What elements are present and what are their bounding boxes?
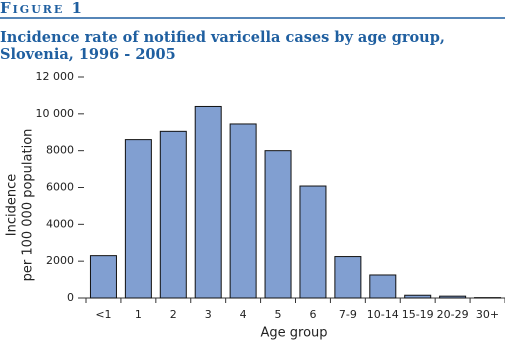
- figure-label: Figure 1: [0, 0, 84, 17]
- x-tick-label: 15-19: [402, 308, 434, 321]
- bar: [404, 294, 432, 299]
- x-tick-label: 30+: [476, 308, 499, 321]
- x-tick-label: 7-9: [339, 308, 357, 321]
- x-tick-label: <1: [95, 308, 111, 321]
- x-tick-label: 4: [240, 308, 247, 321]
- bar: [229, 123, 257, 299]
- bar: [334, 256, 362, 299]
- bar: [89, 255, 117, 299]
- y-axis-label: Incidence: [5, 174, 20, 236]
- y-axis-label: per 100 000 population: [21, 129, 36, 282]
- bar: [194, 105, 222, 299]
- x-tick-label: 3: [205, 308, 212, 321]
- y-tick-label: 2000: [46, 254, 74, 267]
- bar: [124, 139, 152, 299]
- x-tick-label: 10-14: [367, 308, 399, 321]
- y-tick-label: 6000: [46, 181, 74, 194]
- chart-title: Incidence rate of notified varicella cas…: [0, 29, 445, 46]
- bar: [264, 150, 292, 299]
- bar: [369, 274, 397, 299]
- y-tick-label: 12 000: [36, 70, 75, 83]
- chart-title: Slovenia, 1996 - 2005: [0, 46, 176, 63]
- bar: [159, 130, 187, 299]
- y-tick-label: 0: [67, 291, 74, 304]
- x-axis-label: Age group: [260, 326, 327, 341]
- x-tick-label: 20-29: [437, 308, 469, 321]
- x-tick-label: 6: [309, 308, 316, 321]
- y-tick-label: 10 000: [36, 107, 75, 120]
- x-tick-label: 2: [170, 308, 177, 321]
- y-tick-label: 4000: [46, 217, 74, 230]
- x-tick-label: 1: [135, 308, 142, 321]
- y-tick-label: 8000: [46, 144, 74, 157]
- x-tick-label: 5: [275, 308, 282, 321]
- bar: [439, 295, 467, 299]
- bar: [299, 185, 327, 299]
